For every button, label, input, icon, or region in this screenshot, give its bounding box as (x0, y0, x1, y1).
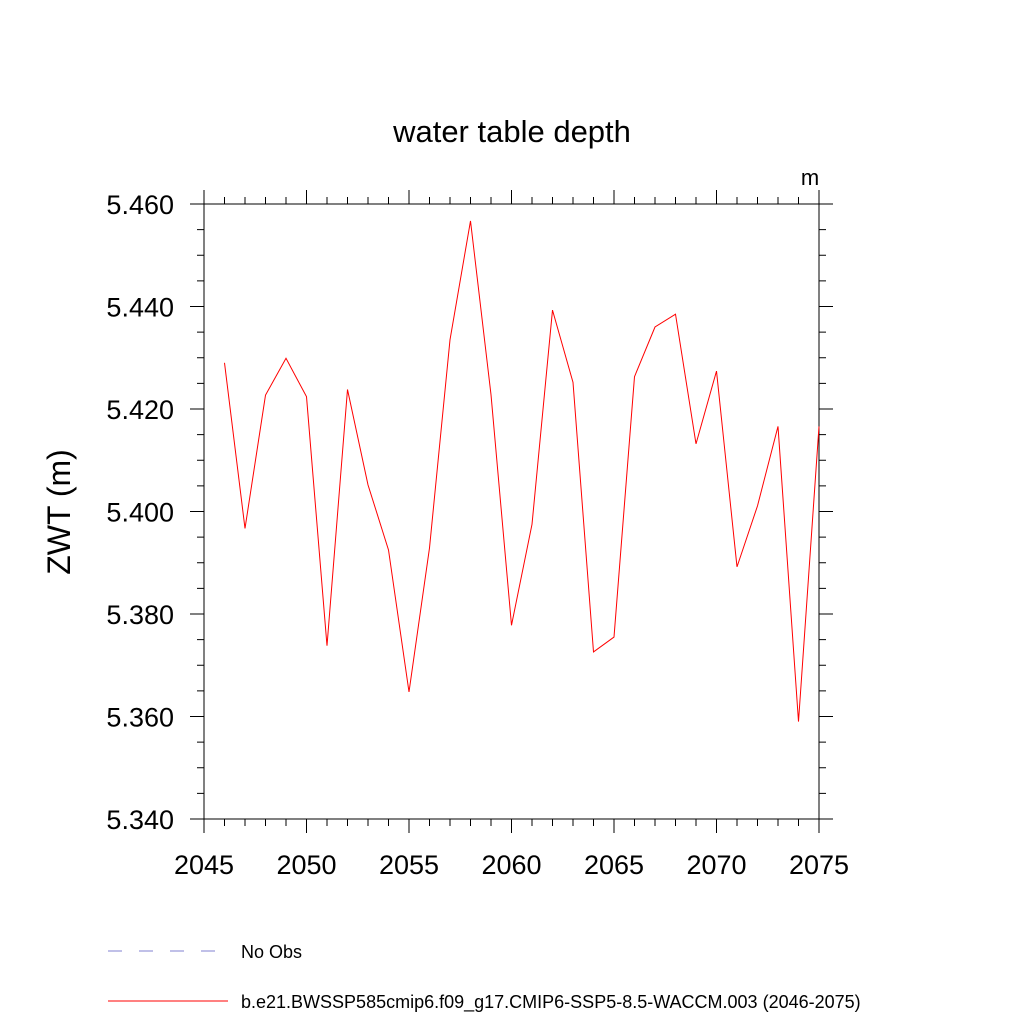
y-tick-label: 5.360 (106, 703, 174, 733)
x-tick-label: 2075 (789, 850, 849, 880)
x-tick-label: 2065 (584, 850, 644, 880)
legend-label: b.e21.BWSSP585cmip6.f09_g17.CMIP6-SSP5-8… (241, 992, 861, 1013)
legend-label: No Obs (241, 942, 302, 962)
plot-area: 2045 2050 2055 2060 2065 2070 2075 5.340 5.360 5.… (106, 190, 849, 880)
series-line (224, 220, 820, 722)
x-tick-label: 2050 (276, 850, 336, 880)
legend: No Obs b.e21.BWSSP585cmip6.f09_g17.CMIP6-… (108, 942, 861, 1013)
y-tick-label: 5.460 (106, 190, 174, 220)
units-label: m (801, 165, 819, 190)
x-tick-label: 2045 (174, 850, 234, 880)
y-tick-label: 5.400 (106, 498, 174, 528)
x-tick-label: 2060 (481, 850, 541, 880)
plot-frame (203, 203, 820, 820)
y-tick-label: 5.440 (106, 293, 174, 323)
y-tick-label: 5.380 (106, 600, 174, 630)
chart-title: water table depth (392, 114, 631, 149)
y-tick-label: 5.420 (106, 395, 174, 425)
x-tick-label: 2070 (686, 850, 746, 880)
y-tick-label: 5.340 (106, 805, 174, 835)
x-tick-label: 2055 (379, 850, 439, 880)
y-axis-label: ZWT (m) (41, 449, 77, 575)
